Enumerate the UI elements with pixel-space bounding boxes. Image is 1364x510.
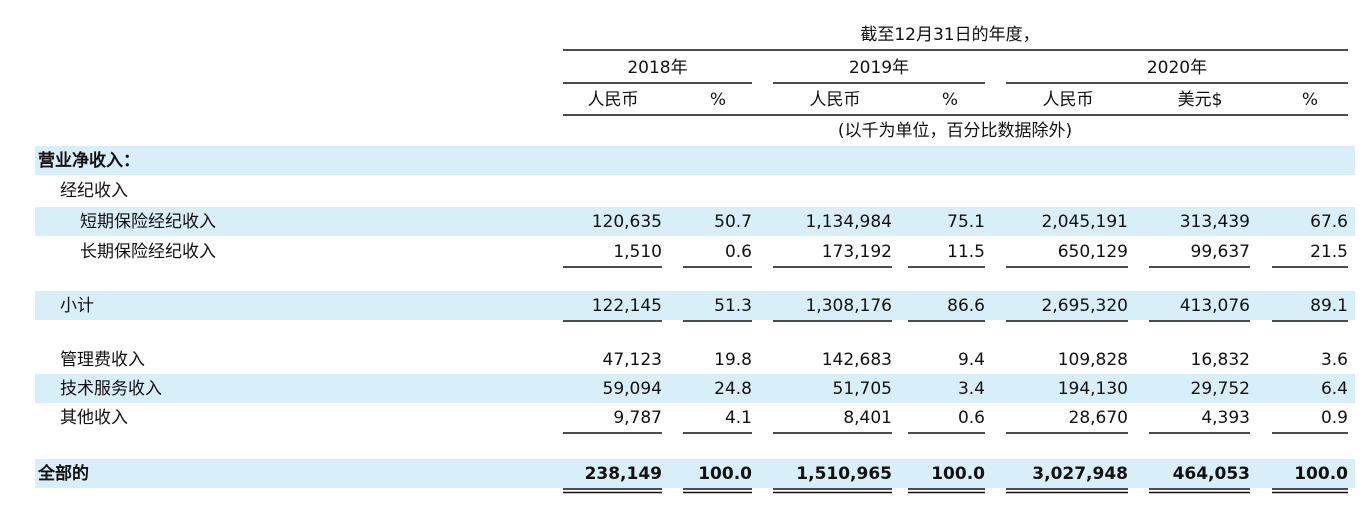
row-band [35,146,1355,175]
cell-value: 4,393 [1201,408,1250,428]
cell-value: 650,129 [1058,242,1128,262]
cell-value: 75.1 [947,212,985,232]
cell-value: 6.4 [1321,379,1348,399]
cell-value: 464,053 [1173,464,1250,484]
unit-note: (以千为单位，百分比数据除外) [838,121,1072,141]
row-label: 技术服务收入 [60,379,162,399]
cell-value: 100.0 [1294,464,1348,484]
cell-value: 1,134,984 [805,212,892,232]
column-header: % [710,90,726,110]
row-band [35,291,1355,320]
cell-value: 24.8 [714,379,752,399]
cell-value: 29,752 [1191,379,1250,399]
cell-value: 9,787 [613,408,662,428]
cell-value: 21.5 [1310,242,1348,262]
cell-value: 109,828 [1058,350,1128,370]
cell-value: 100.0 [698,464,752,484]
cell-value: 173,192 [822,242,892,262]
cell-value: 1,308,176 [805,296,892,316]
cell-value: 1,510,965 [796,464,892,484]
cell-value: 122,145 [592,296,662,316]
cell-value: 2,695,320 [1041,296,1128,316]
row-label: 经纪收入 [60,181,128,201]
row-label: 其他收入 [60,408,128,428]
cell-value: 11.5 [947,242,985,262]
row-label: 小计 [60,296,94,316]
cell-value: 99,637 [1191,242,1250,262]
cell-value: 28,670 [1069,408,1128,428]
cell-value: 4.1 [725,408,752,428]
cell-value: 9.4 [958,350,985,370]
row-band [35,374,1355,403]
cell-value: 59,094 [603,379,662,399]
cell-value: 50.7 [714,212,752,232]
row-band [35,459,1355,488]
cell-value: 120,635 [592,212,662,232]
cell-value: 313,439 [1180,212,1250,232]
year-header: 2019年 [849,58,909,78]
row-label: 管理费收入 [60,350,145,370]
cell-value: 3.4 [958,379,985,399]
cell-value: 3.6 [1321,350,1348,370]
cell-value: 86.6 [947,296,985,316]
cell-value: 100.0 [931,464,985,484]
cell-value: 51,705 [833,379,892,399]
year-header: 2020年 [1147,58,1207,78]
cell-value: 67.6 [1310,212,1348,232]
cell-value: 0.6 [725,242,752,262]
cell-value: 0.6 [958,408,985,428]
column-header: % [1302,90,1318,110]
cell-value: 8,401 [843,408,892,428]
cell-value: 142,683 [822,350,892,370]
row-band [35,207,1355,236]
row-label: 短期保险经纪收入 [80,212,216,232]
cell-value: 238,149 [585,464,662,484]
cell-value: 89.1 [1310,296,1348,316]
cell-value: 47,123 [603,350,662,370]
period-header: 截至12月31日的年度， [860,25,1039,45]
year-header: 2018年 [627,58,687,78]
cell-value: 19.8 [714,350,752,370]
cell-value: 3,027,948 [1032,464,1128,484]
column-header: 人民币 [810,90,861,110]
row-label: 营业净收入： [38,150,140,171]
column-header: 人民币 [588,90,639,110]
row-label: 全部的 [37,463,89,484]
row-label: 长期保险经纪收入 [80,242,216,262]
cell-value: 0.9 [1321,408,1348,428]
cell-value: 16,832 [1191,350,1250,370]
cell-value: 51.3 [714,296,752,316]
cell-value: 413,076 [1180,296,1250,316]
column-header: 美元$ [1178,90,1223,110]
column-header: 人民币 [1043,90,1094,110]
cell-value: 1,510 [613,242,662,262]
column-header: % [942,90,958,110]
cell-value: 2,045,191 [1041,212,1128,232]
cell-value: 194,130 [1058,379,1128,399]
